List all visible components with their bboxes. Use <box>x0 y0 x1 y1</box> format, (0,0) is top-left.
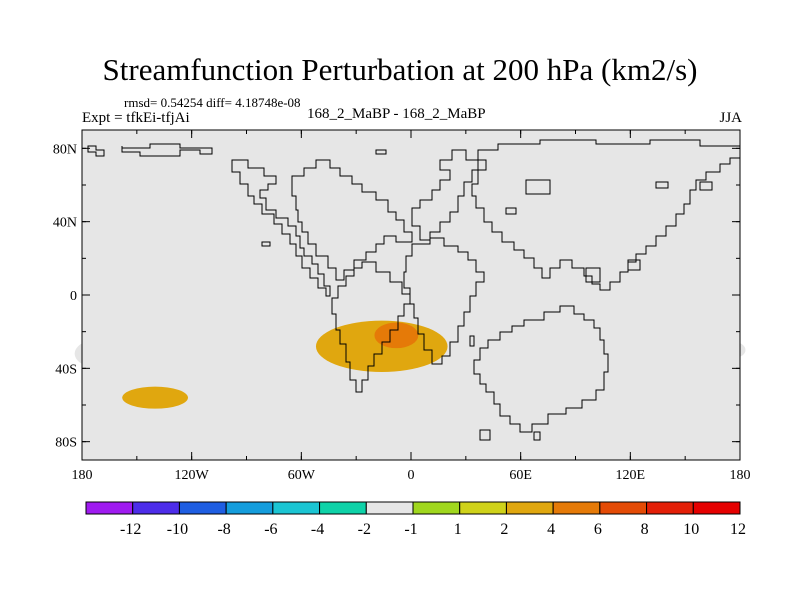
colorbar-swatch <box>272 501 321 515</box>
x-tick-label: 120W <box>175 468 210 483</box>
colorbar-label: -12 <box>120 521 141 538</box>
colorbar-label: 10 <box>683 521 699 538</box>
colorbar-label: -6 <box>264 521 277 538</box>
colorbar-swatch <box>412 501 461 515</box>
map-plot-area: 80N 40N 0 40S 80S 180 120W 60W 0 60E 120E 180 <box>53 129 751 483</box>
negative-anomaly <box>657 344 673 356</box>
season-label: JJA <box>719 110 742 126</box>
colorbar-swatch <box>599 501 648 515</box>
positive-anomaly <box>374 322 419 349</box>
negative-anomaly <box>319 267 390 301</box>
y-tick-label: 0 <box>70 289 77 304</box>
colorbar-swatch <box>85 501 134 515</box>
colorbar-label: 6 <box>594 521 602 538</box>
x-tick-label: 60E <box>509 468 532 483</box>
colorbar-label: 4 <box>547 521 555 538</box>
colorbar-swatch <box>178 501 227 515</box>
colorbar-swatch <box>552 501 601 515</box>
negative-anomaly <box>233 379 285 409</box>
experiment-label: Expt = tfkEi-tfjAi <box>82 110 190 126</box>
map-background <box>82 130 740 460</box>
negative-anomaly <box>727 342 746 358</box>
colorbar-swatch <box>459 501 507 515</box>
y-tick-label: 40S <box>55 362 77 377</box>
colorbar-swatch <box>365 501 414 515</box>
x-tick-label: 120E <box>616 468 646 483</box>
map-axes: 80N 40N 0 40S 80S 180 120W 60W 0 60E 120E 180 <box>53 130 751 483</box>
plot-title: Streamfunction Perturbation at 200 hPa (… <box>102 52 698 87</box>
x-tick-label: 60W <box>288 468 316 483</box>
colorbar-label: 1 <box>454 521 462 538</box>
colorbar-swatch <box>646 501 694 515</box>
colorbar-label: 12 <box>730 521 746 538</box>
coastlines <box>87 139 741 441</box>
colorbar-swatch <box>505 501 554 515</box>
case-label: 168_2_MaBP - 168_2_MaBP <box>307 106 486 122</box>
colorbar-label: -4 <box>311 521 324 538</box>
colorbar-label: 8 <box>641 521 649 538</box>
colorbar-swatch <box>692 501 741 515</box>
colorbar-swatch <box>132 501 180 515</box>
colorbar-label: -2 <box>358 521 371 538</box>
colorbar-label: -1 <box>404 521 417 538</box>
y-tick-label: 40N <box>53 216 77 231</box>
x-tick-label: 0 <box>408 468 415 483</box>
colorbar-swatch <box>225 501 274 515</box>
y-tick-label: 80S <box>55 436 77 451</box>
colorbar-swatch <box>319 501 367 515</box>
y-tick-label: 80N <box>53 142 77 157</box>
colorbar-label: -10 <box>167 521 188 538</box>
stats-label: rmsd= 0.54254 diff= 4.18748e-08 <box>124 95 301 110</box>
x-tick-label: 180 <box>730 468 751 483</box>
negative-anomaly <box>74 339 126 369</box>
colorbar-label: 2 <box>500 521 508 538</box>
x-tick-label: 180 <box>72 468 93 483</box>
colorbar: -12 -10 -8 -6 -4 -2 -1 1 2 4 6 8 10 12 <box>85 501 746 538</box>
positive-anomaly <box>122 386 189 409</box>
colorbar-label: -8 <box>217 521 230 538</box>
